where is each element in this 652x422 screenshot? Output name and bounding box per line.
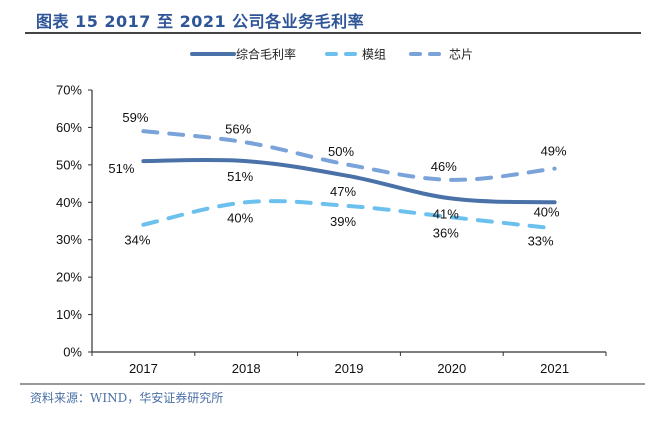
series-layer bbox=[141, 129, 557, 231]
data-label: 51% bbox=[108, 161, 134, 176]
legend-label: 综合毛利率 bbox=[236, 47, 296, 62]
data-labels: 51% 51% 47% 41% 40% 34% 40% 39% 36% 33% 59% 56% 50% 4… bbox=[108, 110, 567, 248]
x-tick-label: 2018 bbox=[232, 361, 261, 376]
x-tick-label: 2019 bbox=[335, 361, 364, 376]
series-line-module bbox=[141, 199, 557, 231]
y-tick-label: 10% bbox=[56, 307, 82, 322]
data-label: 41% bbox=[433, 207, 459, 222]
y-tick-label: 20% bbox=[56, 270, 82, 285]
data-label: 34% bbox=[124, 233, 150, 248]
y-axis: 0% 10% 20% 30% 40% 50% 60% 70% bbox=[56, 83, 93, 360]
x-axis: 2017 2018 2019 2020 2021 bbox=[91, 351, 607, 376]
y-tick-label: 30% bbox=[56, 232, 82, 247]
y-tick-label: 40% bbox=[56, 195, 82, 210]
y-tick-label: 70% bbox=[56, 83, 82, 98]
series-line-overall-margin bbox=[141, 157, 557, 205]
y-tick-label: 0% bbox=[63, 345, 82, 360]
data-label: 59% bbox=[122, 110, 148, 125]
x-tick-label: 2017 bbox=[129, 361, 158, 376]
data-label: 50% bbox=[328, 144, 354, 159]
data-label: 47% bbox=[330, 184, 356, 199]
data-label: 33% bbox=[528, 233, 554, 248]
data-label: 51% bbox=[227, 169, 253, 184]
data-label: 46% bbox=[431, 159, 457, 174]
legend-label: 芯片 bbox=[449, 48, 473, 62]
x-tick-label: 2020 bbox=[437, 361, 466, 376]
y-tick-label: 60% bbox=[56, 120, 82, 135]
chart-title: 图表 15 2017 至 2021 公司各业务毛利率 bbox=[36, 12, 365, 31]
data-label: 39% bbox=[330, 214, 356, 229]
top-divider bbox=[25, 32, 641, 34]
legend-label: 模组 bbox=[362, 48, 386, 62]
bottom-divider bbox=[20, 383, 645, 385]
series-line-chip bbox=[141, 129, 557, 182]
legend: 综合毛利率 模组 芯片 bbox=[190, 47, 473, 62]
y-tick-label: 50% bbox=[56, 157, 82, 172]
x-tick-label: 2021 bbox=[540, 361, 569, 376]
data-label: 40% bbox=[534, 204, 560, 219]
source-note: 资料来源：WIND，华安证券研究所 bbox=[30, 391, 224, 405]
data-label: 56% bbox=[225, 121, 251, 136]
data-label: 40% bbox=[227, 210, 253, 225]
data-label: 36% bbox=[433, 225, 459, 240]
data-label: 49% bbox=[541, 144, 567, 159]
